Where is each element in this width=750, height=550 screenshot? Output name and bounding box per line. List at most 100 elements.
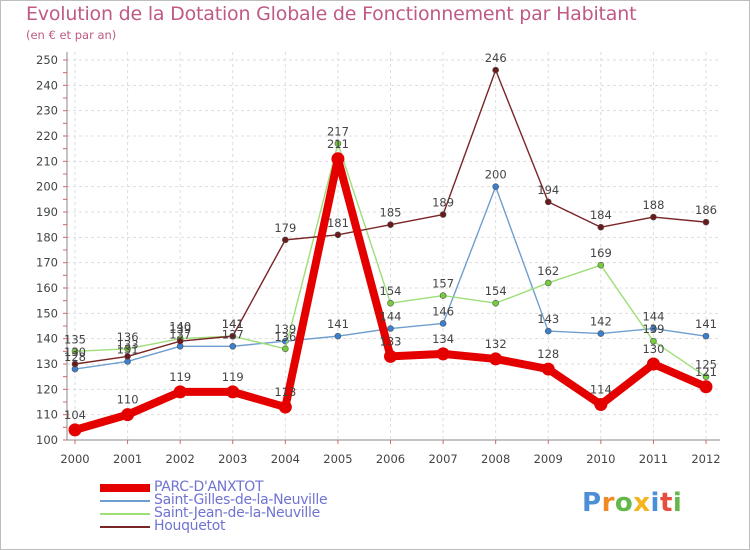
y-tick-label: 170 [36,256,58,270]
data-point [226,385,240,399]
y-tick-label: 150 [36,306,58,320]
y-tick-label: 250 [36,53,58,67]
data-point [282,345,289,353]
data-label: 114 [590,383,612,397]
logo-letter: i [672,488,683,518]
data-label: 130 [642,342,664,356]
data-point [541,362,555,376]
data-point [334,332,342,340]
data-label: 133 [117,337,139,351]
data-point [702,218,710,226]
data-point [492,66,499,74]
data-label: 146 [432,304,454,318]
legend-swatch [100,484,150,492]
data-label: 189 [432,196,454,210]
logo-letter: t [659,488,673,518]
data-label: 217 [327,125,349,139]
x-tick-label: 2009 [534,452,563,466]
y-tick-label: 110 [36,408,58,422]
data-label: 162 [537,264,559,278]
data-label: 141 [695,317,717,331]
y-tick-label: 160 [36,281,58,295]
data-point [68,423,82,437]
data-point [650,213,657,221]
legend-swatch [100,500,150,502]
data-label: 142 [590,315,612,329]
data-point [176,337,184,345]
x-tick-label: 2003 [218,452,247,466]
data-label: 136 [274,330,296,344]
y-tick-label: 180 [36,230,58,244]
data-point [650,325,657,332]
data-label: 200 [485,168,507,182]
data-label: 154 [380,284,402,298]
data-point [121,408,135,422]
data-point [492,299,499,307]
data-point [544,198,552,206]
data-label: 141 [327,317,349,331]
y-tick-label: 190 [36,205,58,219]
data-point [173,385,187,399]
data-label: 154 [485,284,507,298]
data-label: 246 [485,51,507,65]
data-label: 131 [117,342,139,356]
data-point [387,325,394,332]
data-point [334,231,342,239]
data-point [492,183,499,190]
data-point [439,211,447,218]
data-point [646,357,660,371]
x-tick-label: 2001 [113,452,142,466]
data-point [699,380,713,394]
y-tick-label: 130 [36,357,58,371]
data-point [544,279,552,287]
x-tick-label: 2006 [376,452,405,466]
x-tick-label: 2005 [323,452,352,466]
data-label: 185 [380,206,402,220]
data-label: 137 [222,327,244,341]
data-point [439,292,447,299]
logo-letter: P [582,488,602,518]
data-label: 184 [590,208,612,222]
data-label: 130 [64,345,86,359]
logo-letter: i [650,488,660,518]
data-label: 136 [117,330,139,344]
data-label: 186 [695,203,717,217]
logo-letter: r [601,488,615,518]
data-label: 119 [222,370,244,384]
y-tick-label: 210 [36,154,58,168]
y-tick-label: 120 [36,382,58,396]
data-point [489,352,503,366]
data-point [597,261,605,269]
x-tick-label: 2007 [428,452,457,466]
y-tick-label: 200 [36,180,58,194]
data-label: 134 [432,332,454,346]
data-point [387,221,394,228]
data-label: 132 [485,337,507,351]
data-label: 128 [537,347,559,361]
data-label: 110 [117,393,139,407]
data-point [544,327,552,335]
data-point [278,400,292,414]
data-point [334,140,342,147]
proxiti-logo: Proxiti [582,488,682,518]
data-label: 141 [222,317,244,331]
logo-letter: x [633,488,651,518]
data-label: 211 [327,137,349,151]
data-label: 157 [432,277,454,291]
data-label: 113 [274,385,296,399]
data-label: 140 [169,320,191,334]
x-tick-label: 2004 [271,452,300,466]
x-tick-label: 2002 [166,452,195,466]
data-label: 104 [64,408,86,422]
data-point [702,373,710,380]
data-point [439,320,447,327]
data-label: 194 [537,183,559,197]
data-label: 125 [695,358,717,372]
legend-label: Saint-Jean-de-la-Neuville [154,505,320,521]
data-point [594,398,608,412]
plot-area [67,52,720,440]
data-point [650,337,657,345]
legend-label: Saint-Gilles-de-la-Neuville [154,492,328,508]
data-label: 121 [695,365,717,379]
